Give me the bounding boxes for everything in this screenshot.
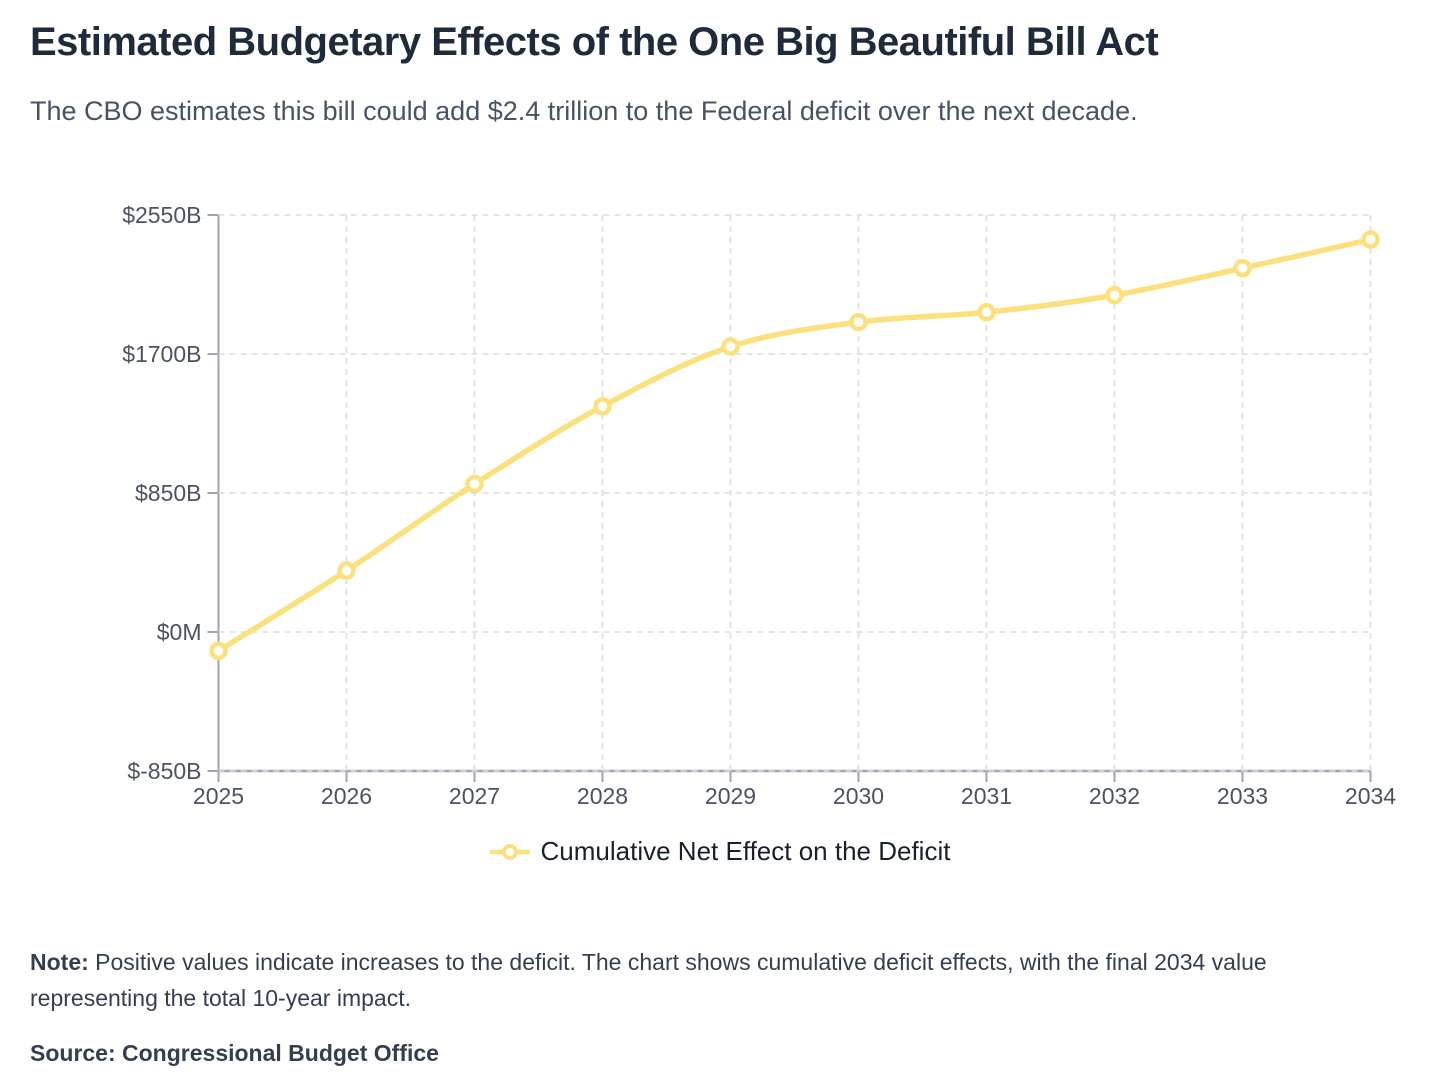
line-chart-canvas[interactable]: 2025 2026 2027 2028 2029 2030 2031 2032 2033 2034… bbox=[0, 185, 1440, 825]
data-point[interactable] bbox=[1361, 230, 1380, 249]
legend-label: Cumulative Net Effect on the Deficit bbox=[540, 836, 951, 866]
x-tick-label: 2026 bbox=[321, 783, 372, 809]
page-subtitle: The CBO estimates this bill could add $2… bbox=[30, 96, 1138, 126]
y-tick-label: $850B bbox=[135, 480, 202, 506]
chart-source: Source: Congressional Budget Office bbox=[30, 1040, 439, 1066]
deficit-series-line bbox=[215, 236, 1374, 654]
page-title: Estimated Budgetary Effects of the One B… bbox=[30, 20, 1159, 64]
x-tick-label: 2025 bbox=[193, 783, 244, 809]
x-tick-label: 2028 bbox=[577, 783, 628, 809]
y-tick-label: $2550B bbox=[122, 202, 201, 228]
chart-area: 2025 2026 2027 2028 2029 2030 2031 2032 2033 2034… bbox=[0, 185, 1440, 825]
data-point[interactable] bbox=[1105, 285, 1124, 305]
x-tick-label: 2032 bbox=[1089, 783, 1140, 809]
data-point[interactable] bbox=[337, 561, 356, 580]
y-tick-label: $1700B bbox=[122, 341, 201, 367]
chart-note: Note: Positive values indicate increases… bbox=[30, 944, 1398, 1016]
data-point[interactable] bbox=[593, 397, 612, 416]
data-point[interactable] bbox=[977, 303, 996, 322]
data-point[interactable] bbox=[465, 474, 484, 494]
data-point[interactable] bbox=[849, 312, 868, 332]
legend-line-marker-icon bbox=[489, 843, 530, 860]
x-tick-label: 2030 bbox=[833, 783, 884, 809]
note-text: Positive values indicate increases to th… bbox=[30, 949, 1267, 1011]
data-point[interactable] bbox=[209, 641, 228, 661]
x-tick-label: 2034 bbox=[1345, 783, 1396, 809]
data-point[interactable] bbox=[1233, 258, 1252, 278]
x-tick-label: 2033 bbox=[1217, 783, 1268, 809]
y-tick-label: $-850B bbox=[127, 758, 201, 784]
y-tick-label: $0M bbox=[157, 619, 202, 645]
x-tick-label: 2027 bbox=[449, 783, 500, 809]
note-prefix: Note: bbox=[30, 949, 89, 975]
data-point[interactable] bbox=[721, 337, 740, 356]
x-tick-label: 2031 bbox=[961, 783, 1012, 809]
x-tick-label: 2029 bbox=[705, 783, 756, 809]
chart-legend[interactable]: Cumulative Net Effect on the Deficit bbox=[0, 836, 1440, 867]
